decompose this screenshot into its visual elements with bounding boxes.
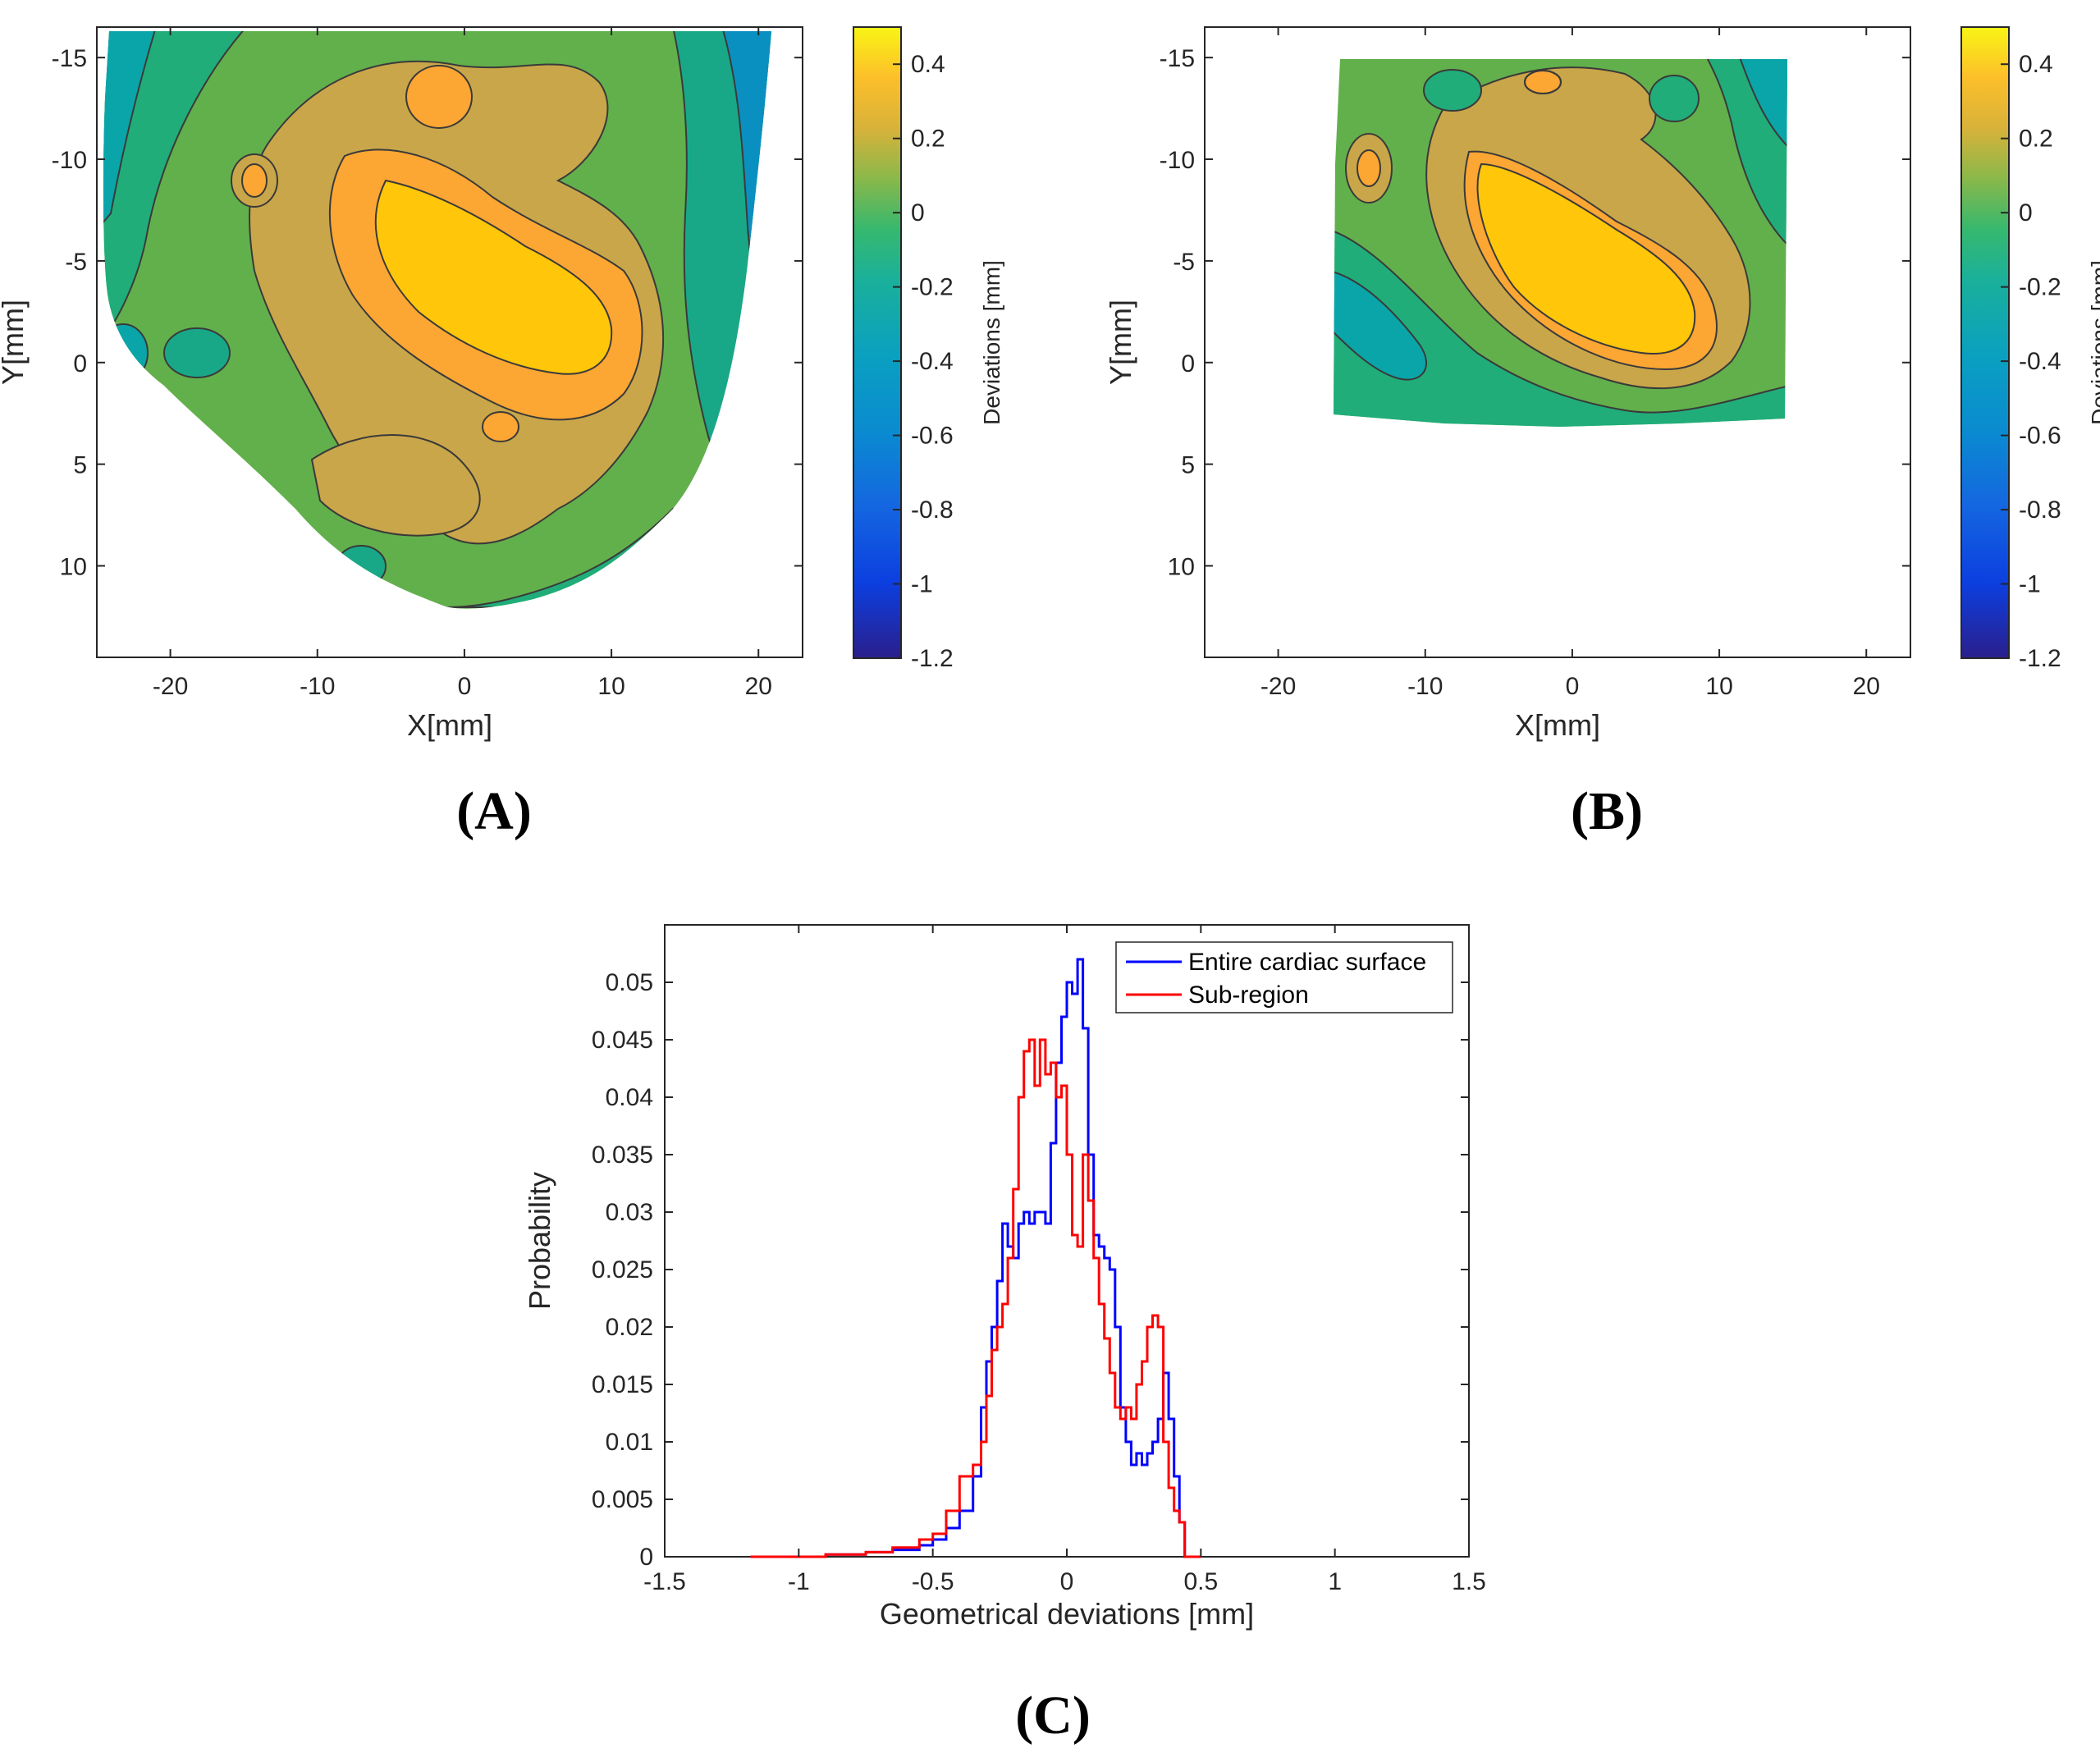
y-tick-label-b-5: 10 <box>1168 554 1195 581</box>
cb-tick-label-b-5: -0.6 <box>2019 423 2061 450</box>
c-y-tick-label-6: 0.03 <box>606 1199 653 1226</box>
c-y-tick-label-7: 0.035 <box>592 1142 653 1169</box>
y-tick-label-b-3: 0 <box>1181 350 1195 377</box>
x-tick-label-b-3: 10 <box>1705 673 1732 700</box>
c-x-tick-label-0: -1.5 <box>643 1568 686 1595</box>
y-tick-label-a-3: 0 <box>73 350 87 377</box>
cb-tick-label-a-5: -0.6 <box>911 423 954 450</box>
c-y-tick-label-1: 0.005 <box>592 1486 653 1513</box>
c-y-tick-label-4: 0.02 <box>606 1314 653 1341</box>
histogram-series-subregion <box>750 1038 1201 1558</box>
c-y-tick-label-8: 0.04 <box>606 1084 653 1111</box>
x-tick-label-a-4: 20 <box>745 673 772 700</box>
y-tick-label-a-4: 5 <box>73 452 87 479</box>
panel-label-a: (A) <box>456 781 532 841</box>
x-tick-label-a-1: -10 <box>300 673 335 700</box>
c-x-tick-label-5: 1 <box>1328 1568 1342 1595</box>
y-tick-label-b-1: -10 <box>1160 147 1195 174</box>
cb-tick-label-b-4: -0.4 <box>2019 348 2061 375</box>
y-tick-label-a-0: -15 <box>52 45 87 72</box>
c-x-tick-label-3: 0 <box>1060 1568 1074 1595</box>
cb-tick-label-a-3: -0.2 <box>911 274 954 301</box>
cb-tick-label-a-1: 0.2 <box>911 126 945 153</box>
x-tick-label-b-2: 0 <box>1566 673 1580 700</box>
cb-tick-label-a-2: 0 <box>911 199 925 226</box>
cb-label-a: Deviations [mm] <box>979 260 1004 425</box>
cb-label-b: Deviations [mm] <box>2087 260 2100 425</box>
y-axis-label-a: Y[mm] <box>0 300 30 385</box>
c-y-tick-label-2: 0.01 <box>606 1429 653 1456</box>
panel-label-c: (C) <box>1015 1686 1091 1746</box>
cb-tick-label-a-0: 0.4 <box>911 51 945 78</box>
cb-tick-label-a-7: -1 <box>911 571 933 598</box>
y-tick-label-a-5: 10 <box>60 554 87 581</box>
panel-b: -20 -10 0 10 20 -15 -10 -5 0 5 10 X[mm] Y[mm] <box>1104 26 1911 742</box>
cb-tick-label-a-4: -0.4 <box>911 348 954 375</box>
c-y-tick-label-3: 0.015 <box>592 1371 653 1398</box>
y-tick-label-a-2: -5 <box>65 249 87 276</box>
x-tick-label-b-0: -20 <box>1260 673 1296 700</box>
y-axis-label-b: Y[mm] <box>1104 300 1137 385</box>
axes-c-frame <box>664 924 1470 1558</box>
panel-label-b: (B) <box>1571 781 1643 841</box>
y-tick-label-a-1: -10 <box>52 147 87 174</box>
colorbar-b: 0.4 0.2 0 -0.2 -0.4 -0.6 -0.8 -1 -1.2 Deviations … <box>1960 26 2100 672</box>
x-tick-label-b-1: -10 <box>1407 673 1443 700</box>
cb-tick-label-b-8: -1.2 <box>2019 645 2061 672</box>
c-x-tick-label-1: -1 <box>788 1568 810 1595</box>
legend-label-entire: Entire cardiac surface <box>1188 949 1426 976</box>
x-tick-label-b-4: 20 <box>1853 673 1880 700</box>
contour-map-b <box>1334 59 1787 427</box>
c-x-tick-label-6: 1.5 <box>1452 1568 1486 1595</box>
legend-box <box>1115 941 1453 1013</box>
legend-label-subregion: Sub-region <box>1188 981 1309 1009</box>
cb-tick-label-a-8: -1.2 <box>911 645 954 672</box>
x-tick-label-a-2: 0 <box>458 673 472 700</box>
c-y-tick-label-10: 0.05 <box>606 969 653 996</box>
cb-tick-label-b-6: -0.8 <box>2019 496 2061 524</box>
cb-tick-label-b-0: 0.4 <box>2019 51 2053 78</box>
c-x-axis-label: Geometrical deviations [mm] <box>880 1597 1254 1631</box>
panel-a: -20 -10 0 10 20 -15 -10 -5 0 5 10 X[mm] Y[mm] <box>0 26 803 742</box>
y-tick-label-b-2: -5 <box>1173 249 1195 276</box>
x-axis-label-a: X[mm] <box>407 708 492 742</box>
x-axis-label-b: X[mm] <box>1515 708 1600 742</box>
c-x-tick-label-2: -0.5 <box>912 1568 954 1595</box>
c-y-tick-label-9: 0.045 <box>592 1027 653 1054</box>
cb-tick-label-b-1: 0.2 <box>2019 126 2053 153</box>
x-tick-label-a-3: 10 <box>597 673 625 700</box>
colorbar-a: 0.4 0.2 0 -0.2 -0.4 -0.6 -0.8 -1 -1.2 Deviations … <box>853 26 1004 672</box>
c-y-tick-label-5: 0.025 <box>592 1256 653 1283</box>
x-tick-label-a-0: -20 <box>153 673 188 700</box>
c-y-tick-label-0: 0 <box>639 1544 653 1571</box>
legend: Entire cardiac surface Sub-region <box>1115 941 1453 1013</box>
cb-tick-label-a-6: -0.8 <box>911 496 954 524</box>
c-x-tick-label-4: 0.5 <box>1183 1568 1218 1595</box>
panel-c: -1.5 -1 -0.5 0 0.5 1 1.5 0 0.005 0.01 0.015 0.02 0.0… <box>523 924 1486 1631</box>
y-tick-label-b-0: -15 <box>1160 45 1195 72</box>
y-tick-label-b-4: 5 <box>1181 452 1195 479</box>
cb-tick-label-b-3: -0.2 <box>2019 274 2061 301</box>
c-y-axis-label: Probability <box>523 1172 556 1310</box>
cb-tick-label-b-2: 0 <box>2019 199 2033 226</box>
cb-tick-label-b-7: -1 <box>2019 571 2041 598</box>
